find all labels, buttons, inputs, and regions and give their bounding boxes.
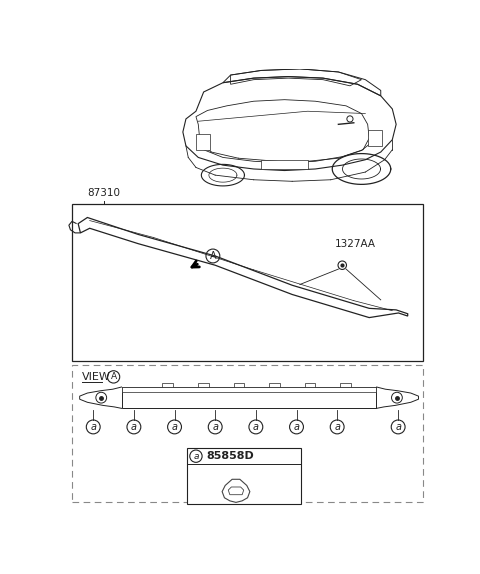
Bar [340, 383, 351, 387]
Bar [305, 383, 315, 387]
Bar [196, 134, 210, 150]
Text: 1327AA: 1327AA [335, 239, 375, 250]
Bar [72, 204, 423, 362]
Bar [162, 383, 173, 387]
Bar [234, 383, 244, 387]
Text: a: a [334, 422, 340, 432]
Text: a: a [212, 422, 218, 432]
Bar [72, 365, 423, 502]
Bar [122, 387, 376, 409]
Text: a: a [253, 422, 259, 432]
Text: a: a [395, 422, 401, 432]
Text: a: a [90, 422, 96, 432]
Text: a: a [193, 452, 199, 461]
Bar [122, 387, 376, 391]
Text: VIEW: VIEW [82, 372, 111, 382]
Bar [269, 383, 280, 387]
Text: A: A [110, 373, 117, 381]
Bar [198, 383, 209, 387]
Text: a: a [131, 422, 137, 432]
Text: A: A [210, 251, 216, 261]
Bar [187, 448, 300, 504]
Text: 87310: 87310 [87, 188, 120, 198]
Text: a: a [293, 422, 300, 432]
Text: a: a [171, 422, 178, 432]
Bar [262, 160, 308, 169]
Bar [368, 130, 382, 146]
Text: 85858D: 85858D [207, 451, 254, 461]
